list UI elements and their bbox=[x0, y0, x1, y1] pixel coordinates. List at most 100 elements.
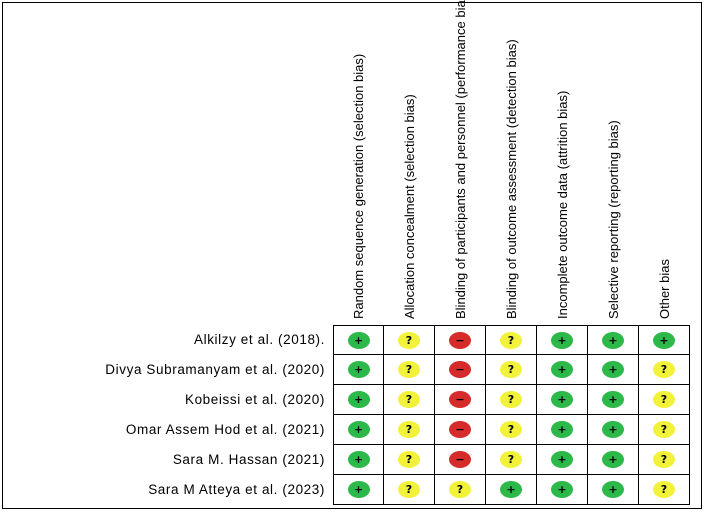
rating-cell: ? bbox=[486, 355, 537, 385]
rating-cell: − bbox=[435, 325, 486, 355]
rating-cell: + bbox=[588, 415, 639, 445]
low-risk-icon: + bbox=[347, 451, 370, 468]
rating-cell: + bbox=[588, 355, 639, 385]
rating-cell: ? bbox=[384, 355, 435, 385]
rating-cell: − bbox=[435, 445, 486, 475]
low-risk-icon: + bbox=[347, 391, 370, 408]
rating-cell: ? bbox=[639, 475, 690, 505]
rating-cell: ? bbox=[384, 445, 435, 475]
high-risk-icon: − bbox=[449, 391, 471, 408]
low-risk-icon: + bbox=[602, 361, 624, 378]
column-header-label: Blinding of participants and personnel (… bbox=[452, 0, 468, 319]
rating-cell: ? bbox=[486, 415, 537, 445]
high-risk-icon: − bbox=[449, 451, 471, 468]
column-header-label: Allocation concealment (selection bias) bbox=[401, 94, 417, 319]
low-risk-icon: + bbox=[602, 421, 624, 438]
unclear-risk-icon: ? bbox=[653, 451, 675, 468]
column-header: Incomplete outcome data (attrition bias) bbox=[537, 3, 588, 323]
low-risk-icon: + bbox=[602, 391, 624, 408]
unclear-risk-icon: ? bbox=[653, 421, 675, 438]
low-risk-icon: + bbox=[653, 331, 675, 349]
low-risk-icon: + bbox=[347, 421, 370, 438]
low-risk-icon: + bbox=[347, 331, 370, 349]
unclear-risk-icon: ? bbox=[500, 331, 522, 349]
rating-cell: ? bbox=[384, 415, 435, 445]
rating-cell: + bbox=[333, 445, 384, 475]
column-header: Blinding of outcome assessment (detectio… bbox=[486, 3, 537, 323]
unclear-risk-icon: ? bbox=[398, 331, 420, 349]
rating-cell: − bbox=[435, 355, 486, 385]
study-label: Alkilzy et al. (2018). bbox=[194, 332, 325, 347]
rating-cell: − bbox=[435, 385, 486, 415]
low-risk-icon: + bbox=[551, 391, 573, 408]
rating-cell: + bbox=[333, 475, 384, 505]
low-risk-icon: + bbox=[551, 361, 573, 378]
rating-cell: + bbox=[588, 475, 639, 505]
high-risk-icon: − bbox=[449, 331, 471, 349]
low-risk-icon: + bbox=[500, 481, 522, 498]
rating-cell: + bbox=[588, 445, 639, 475]
rating-cell: ? bbox=[486, 445, 537, 475]
unclear-risk-icon: ? bbox=[398, 421, 420, 438]
study-label: Divya Subramanyam et al. (2020) bbox=[105, 362, 325, 377]
rating-cell: + bbox=[333, 385, 384, 415]
rating-cell: − bbox=[435, 415, 486, 445]
low-risk-icon: + bbox=[602, 451, 624, 468]
unclear-risk-icon: ? bbox=[398, 361, 420, 378]
column-header-label: Blinding of outcome assessment (detectio… bbox=[503, 39, 519, 319]
column-header-label: Other bias bbox=[656, 259, 672, 319]
low-risk-icon: + bbox=[551, 421, 573, 438]
unclear-risk-icon: ? bbox=[398, 451, 420, 468]
unclear-risk-icon: ? bbox=[500, 361, 522, 378]
rating-cell: + bbox=[588, 385, 639, 415]
unclear-risk-icon: ? bbox=[500, 451, 522, 468]
column-header-label: Incomplete outcome data (attrition bias) bbox=[554, 90, 570, 319]
rating-cell: + bbox=[537, 415, 588, 445]
column-header: Random sequence generation (selection bi… bbox=[333, 3, 384, 323]
unclear-risk-icon: ? bbox=[653, 391, 675, 408]
high-risk-icon: − bbox=[449, 361, 471, 378]
study-label: Sara M Atteya et al. (2023) bbox=[148, 482, 325, 497]
unclear-risk-icon: ? bbox=[653, 481, 675, 498]
study-label: Kobeissi et al. (2020) bbox=[184, 392, 325, 407]
unclear-risk-icon: ? bbox=[653, 361, 675, 378]
low-risk-icon: + bbox=[551, 481, 573, 498]
column-header-label: Selective reporting (reporting bias) bbox=[605, 120, 621, 319]
rating-cell: + bbox=[333, 415, 384, 445]
low-risk-icon: + bbox=[551, 331, 573, 349]
study-label: Omar Assem Hod et al. (2021) bbox=[125, 422, 325, 437]
unclear-risk-icon: ? bbox=[398, 481, 420, 498]
low-risk-icon: + bbox=[602, 331, 624, 349]
rating-cell: + bbox=[588, 325, 639, 355]
rating-cell: + bbox=[537, 355, 588, 385]
low-risk-icon: + bbox=[602, 481, 624, 498]
unclear-risk-icon: ? bbox=[500, 391, 522, 408]
rating-cell: + bbox=[639, 325, 690, 355]
unclear-risk-icon: ? bbox=[500, 421, 522, 438]
rating-cell: ? bbox=[639, 445, 690, 475]
rating-cell: ? bbox=[384, 325, 435, 355]
rating-cell: ? bbox=[486, 385, 537, 415]
rating-cell: + bbox=[333, 355, 384, 385]
rating-cell: ? bbox=[486, 325, 537, 355]
column-header: Blinding of participants and personnel (… bbox=[435, 0, 486, 323]
rating-cell: ? bbox=[435, 475, 486, 505]
rating-cell: + bbox=[537, 445, 588, 475]
study-label: Sara M. Hassan (2021) bbox=[172, 452, 325, 467]
column-header: Allocation concealment (selection bias) bbox=[384, 3, 435, 323]
rating-cell: + bbox=[333, 325, 384, 355]
low-risk-icon: + bbox=[551, 451, 573, 468]
rating-cell: + bbox=[537, 475, 588, 505]
low-risk-icon: + bbox=[347, 481, 370, 498]
rating-cell: + bbox=[486, 475, 537, 505]
rating-cell: + bbox=[537, 325, 588, 355]
rating-cell: ? bbox=[639, 355, 690, 385]
rating-cell: ? bbox=[639, 415, 690, 445]
rating-cell: ? bbox=[384, 385, 435, 415]
low-risk-icon: + bbox=[347, 361, 370, 378]
column-header: Other bias bbox=[639, 3, 690, 323]
rating-cell: ? bbox=[639, 385, 690, 415]
rating-cell: + bbox=[537, 385, 588, 415]
column-header: Selective reporting (reporting bias) bbox=[588, 3, 639, 323]
high-risk-icon: − bbox=[449, 421, 471, 438]
